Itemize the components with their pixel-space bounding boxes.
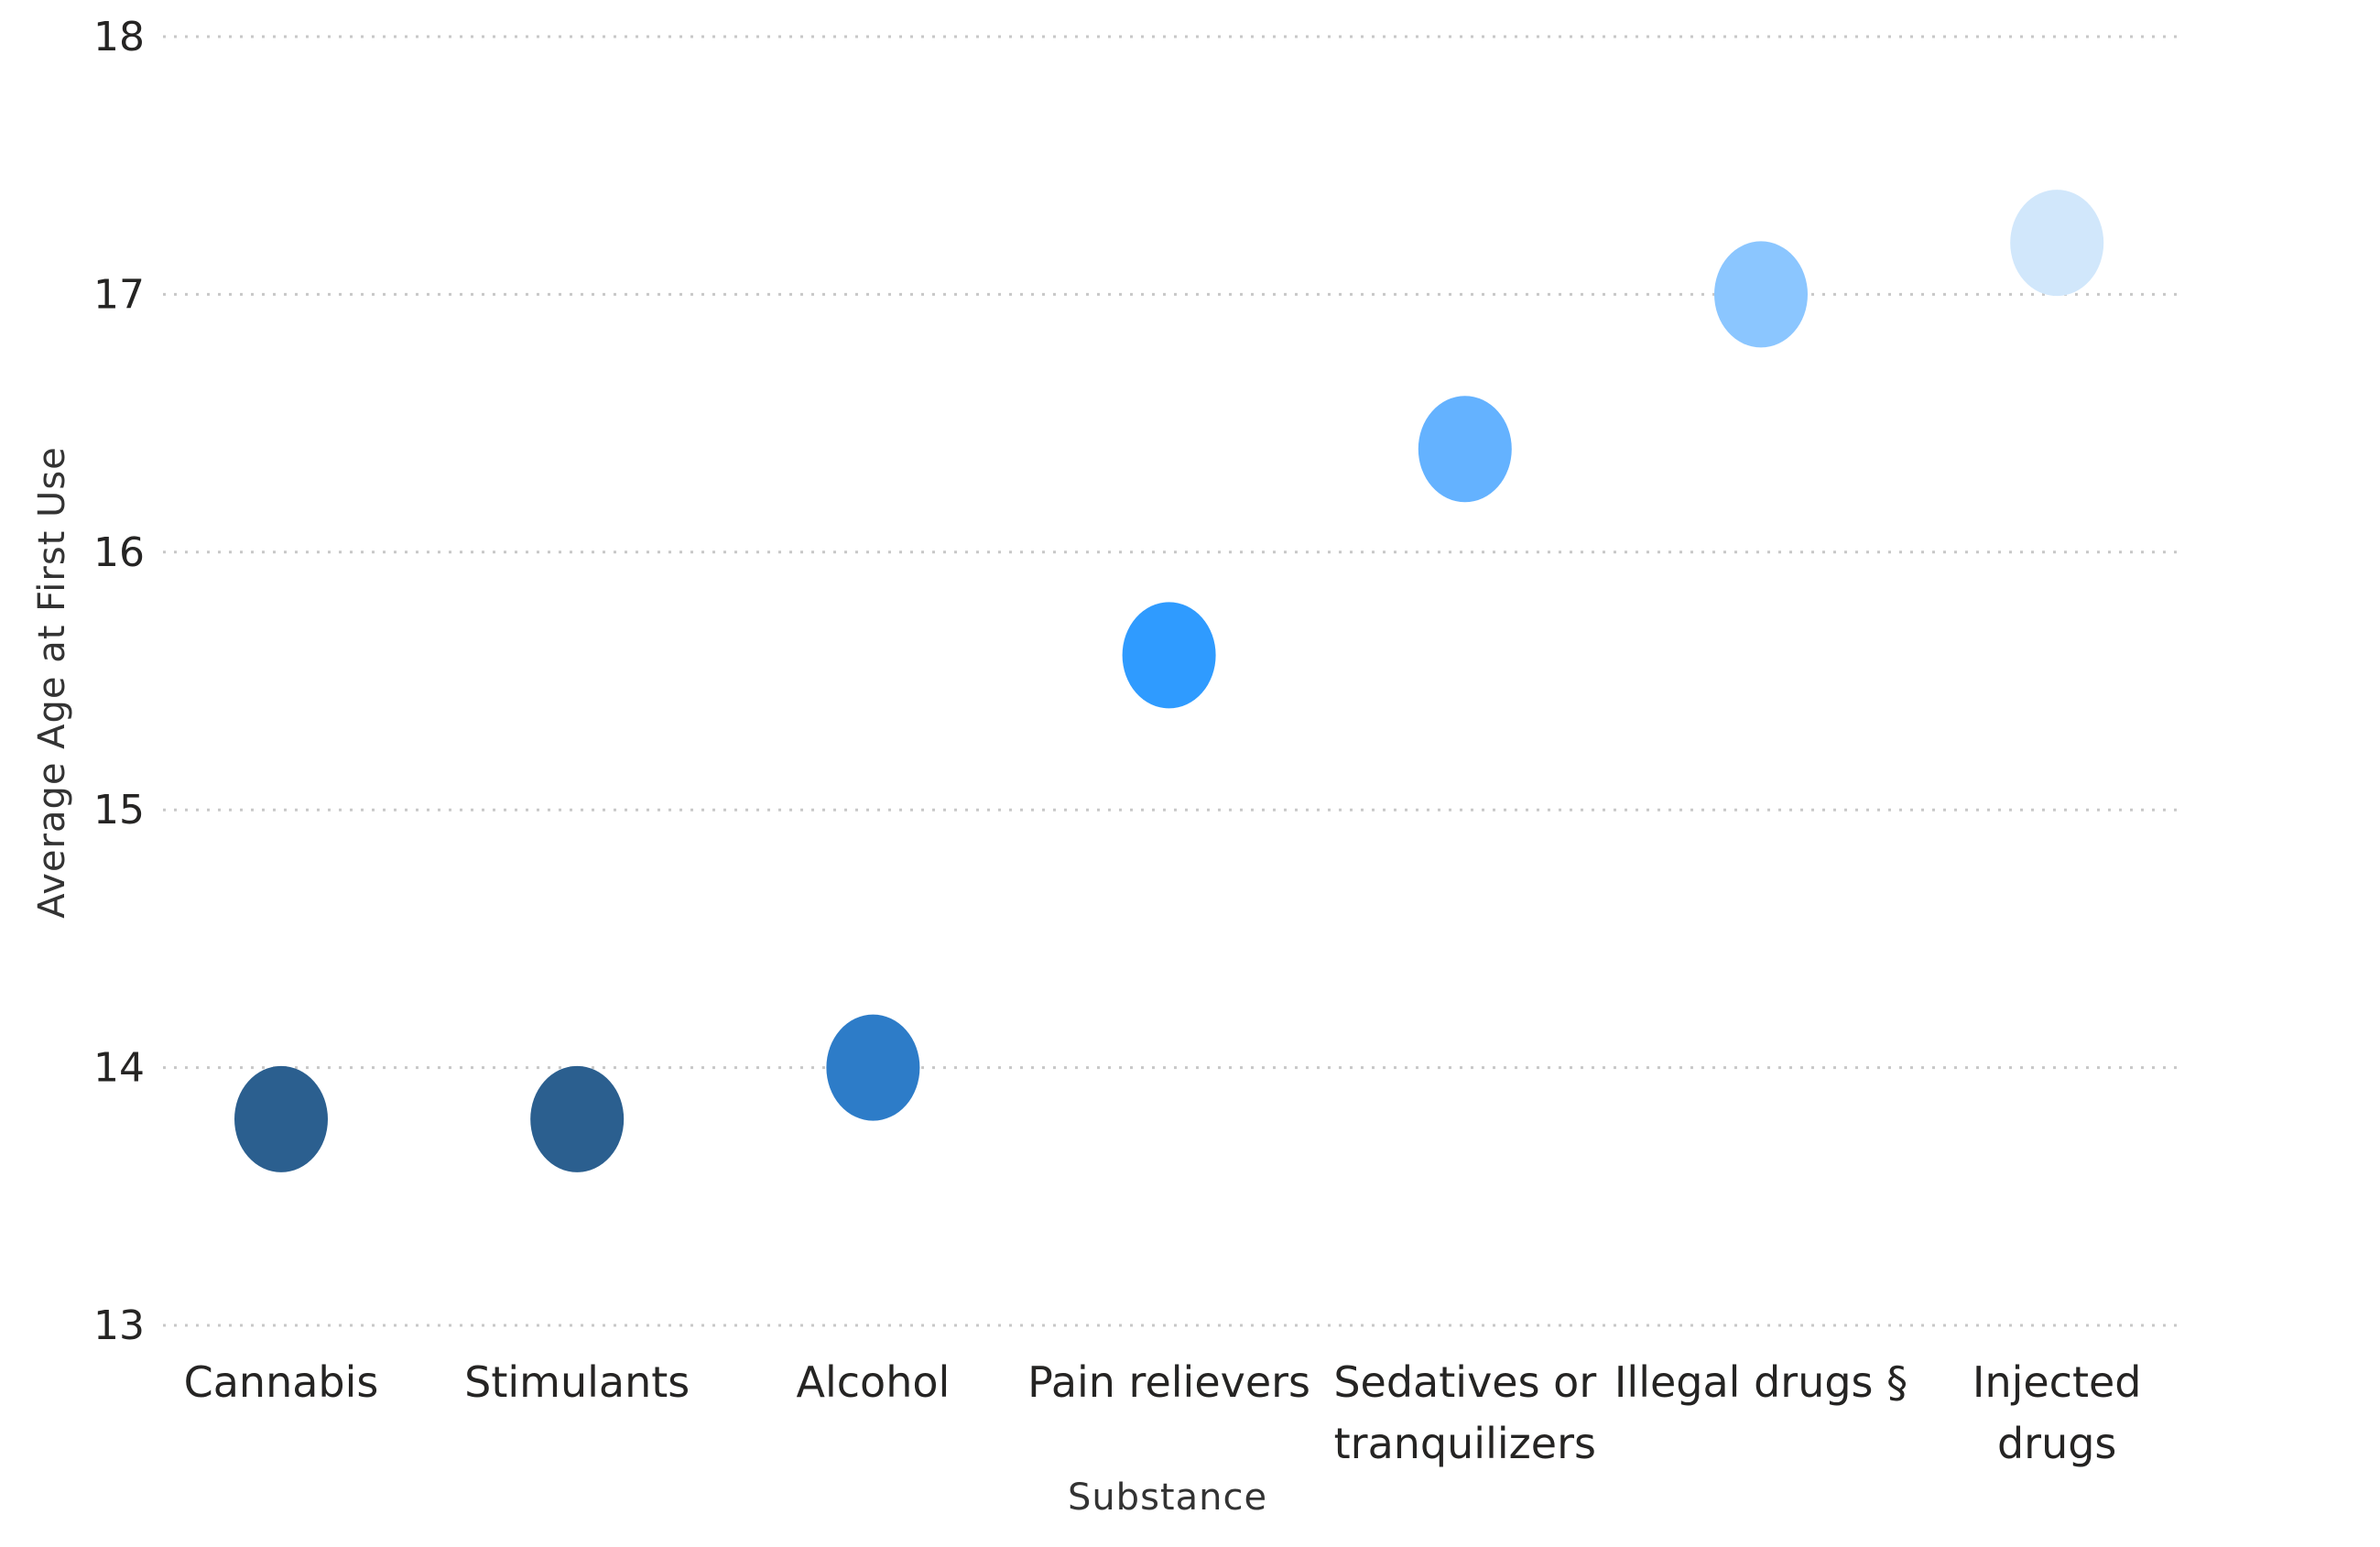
data-point [1122,602,1216,709]
x-tick-label: tranquilizers [1334,1419,1596,1468]
y-axis-ticks: 13 14 15 16 17 18 [93,14,145,1349]
x-tick-label: Stimulants [464,1357,690,1407]
y-axis-title: Average Age at First Use [31,446,73,919]
x-tick-label: Sedatives or [1333,1357,1596,1407]
data-point [1714,241,1808,348]
data-point [2010,190,2104,297]
x-tick-label: drugs [1997,1419,2116,1468]
y-tick-label: 15 [93,787,145,833]
y-tick-label: 18 [93,14,145,60]
y-tick-label: 14 [93,1045,145,1092]
x-tick-label: Pain relievers [1027,1357,1310,1407]
y-tick-label: 13 [93,1302,145,1349]
x-tick-label: Injected [1972,1357,2142,1407]
data-point [530,1065,625,1172]
data-point [1418,396,1512,503]
y-tick-label: 16 [93,529,145,576]
data-point [234,1065,328,1172]
data-point [826,1014,920,1121]
x-tick-label: Cannabis [184,1357,379,1407]
x-tick-label: Illegal drugs § [1614,1357,1907,1407]
data-points [234,190,2104,1172]
x-axis-title: Substance [1068,1476,1267,1519]
x-tick-label: Alcohol [797,1357,951,1407]
y-tick-label: 17 [93,271,145,318]
x-axis-categories: Cannabis Stimulants Alcohol Pain relievers S… [184,1357,2142,1468]
